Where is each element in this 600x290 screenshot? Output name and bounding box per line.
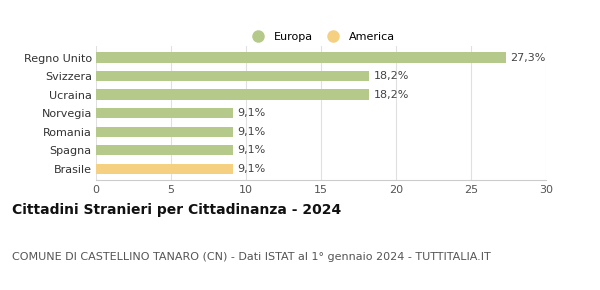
Text: 9,1%: 9,1% — [237, 127, 265, 137]
Text: 27,3%: 27,3% — [510, 52, 545, 63]
Bar — [96, 126, 233, 137]
Text: 9,1%: 9,1% — [237, 108, 265, 118]
Legend: Europa, America: Europa, America — [243, 28, 399, 47]
Text: 18,2%: 18,2% — [373, 90, 409, 99]
Text: 9,1%: 9,1% — [237, 145, 265, 155]
Text: COMUNE DI CASTELLINO TANARO (CN) - Dati ISTAT al 1° gennaio 2024 - TUTTITALIA.IT: COMUNE DI CASTELLINO TANARO (CN) - Dati … — [12, 252, 491, 262]
Text: 9,1%: 9,1% — [237, 164, 265, 174]
Bar — [96, 108, 233, 118]
Text: 18,2%: 18,2% — [373, 71, 409, 81]
Text: Cittadini Stranieri per Cittadinanza - 2024: Cittadini Stranieri per Cittadinanza - 2… — [12, 203, 341, 217]
Bar — [96, 71, 369, 81]
Bar — [96, 90, 369, 100]
Bar — [96, 52, 505, 63]
Bar — [96, 164, 233, 174]
Bar — [96, 145, 233, 155]
